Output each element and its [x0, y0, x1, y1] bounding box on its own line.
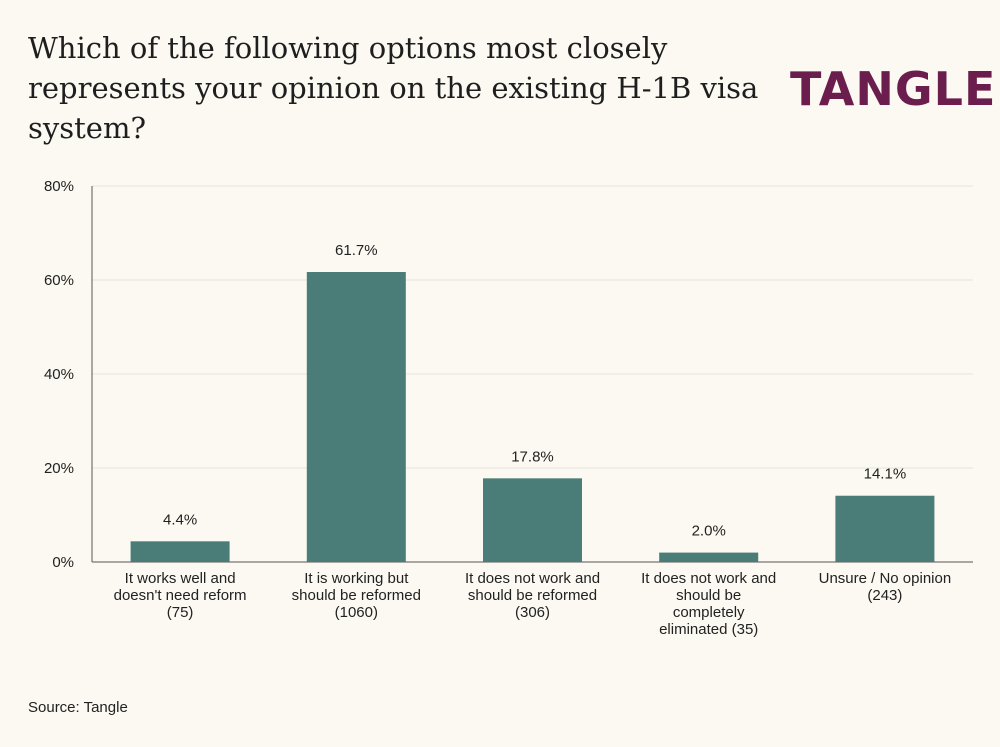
y-tick-label: 60%: [44, 272, 74, 289]
x-tick-label-line: It is working but: [304, 570, 409, 587]
y-tick-label: 0%: [52, 554, 74, 571]
x-tick-label-line: (75): [167, 604, 194, 621]
x-tick-label-line: It does not work and: [465, 570, 600, 587]
x-tick-label-line: should be: [676, 587, 741, 604]
x-tick-label: It is working but should be reformed (1060…: [292, 570, 421, 621]
title-line-1: Which of the following options most clos…: [28, 31, 668, 65]
source-note: Source: Tangle: [28, 699, 128, 716]
y-tick-label: 40%: [44, 366, 74, 383]
tangle-logo: TANGLE: [790, 62, 997, 116]
data-label: 2.0%: [692, 523, 726, 540]
x-tick-label-line: It does not work and: [641, 570, 776, 587]
x-tick-label-line: (306): [515, 604, 550, 621]
bar: [483, 478, 582, 562]
y-tick-label: 20%: [44, 460, 74, 477]
x-tick-label: It does not work and should be completely e…: [641, 570, 776, 638]
data-label: 61.7%: [335, 242, 378, 259]
x-tick-label-line: should be reformed: [292, 587, 421, 604]
title-line-2: represents your opinion on the existing …: [28, 71, 759, 105]
bar: [130, 541, 230, 562]
bar: [306, 272, 406, 562]
title-line-3: system?: [28, 111, 147, 145]
x-tick-label-line: eliminated (35): [659, 621, 758, 638]
chart-title: Which of the following options most clos…: [28, 28, 759, 148]
x-tick-label-line: doesn't need reform: [114, 587, 247, 604]
x-tick-label-line: (1060): [335, 604, 378, 621]
data-label: 17.8%: [511, 448, 554, 465]
bar: [835, 495, 935, 562]
x-tick-label-line: It works well and: [125, 570, 236, 587]
data-label: 14.1%: [864, 466, 907, 483]
x-tick-label: It does not work and should be reformed (3…: [465, 570, 600, 621]
x-tick-label-line: (243): [867, 587, 902, 604]
data-label: 4.4%: [163, 511, 197, 528]
y-tick-label: 80%: [44, 178, 74, 195]
x-tick-label: It works well and doesn't need reform (75): [114, 570, 247, 621]
x-tick-label: Unsure / No opinion (243): [819, 570, 952, 604]
bar: [659, 552, 759, 562]
x-tick-label-line: Unsure / No opinion: [819, 570, 952, 587]
x-tick-label-line: completely: [673, 604, 745, 621]
x-tick-label-line: should be reformed: [468, 587, 597, 604]
